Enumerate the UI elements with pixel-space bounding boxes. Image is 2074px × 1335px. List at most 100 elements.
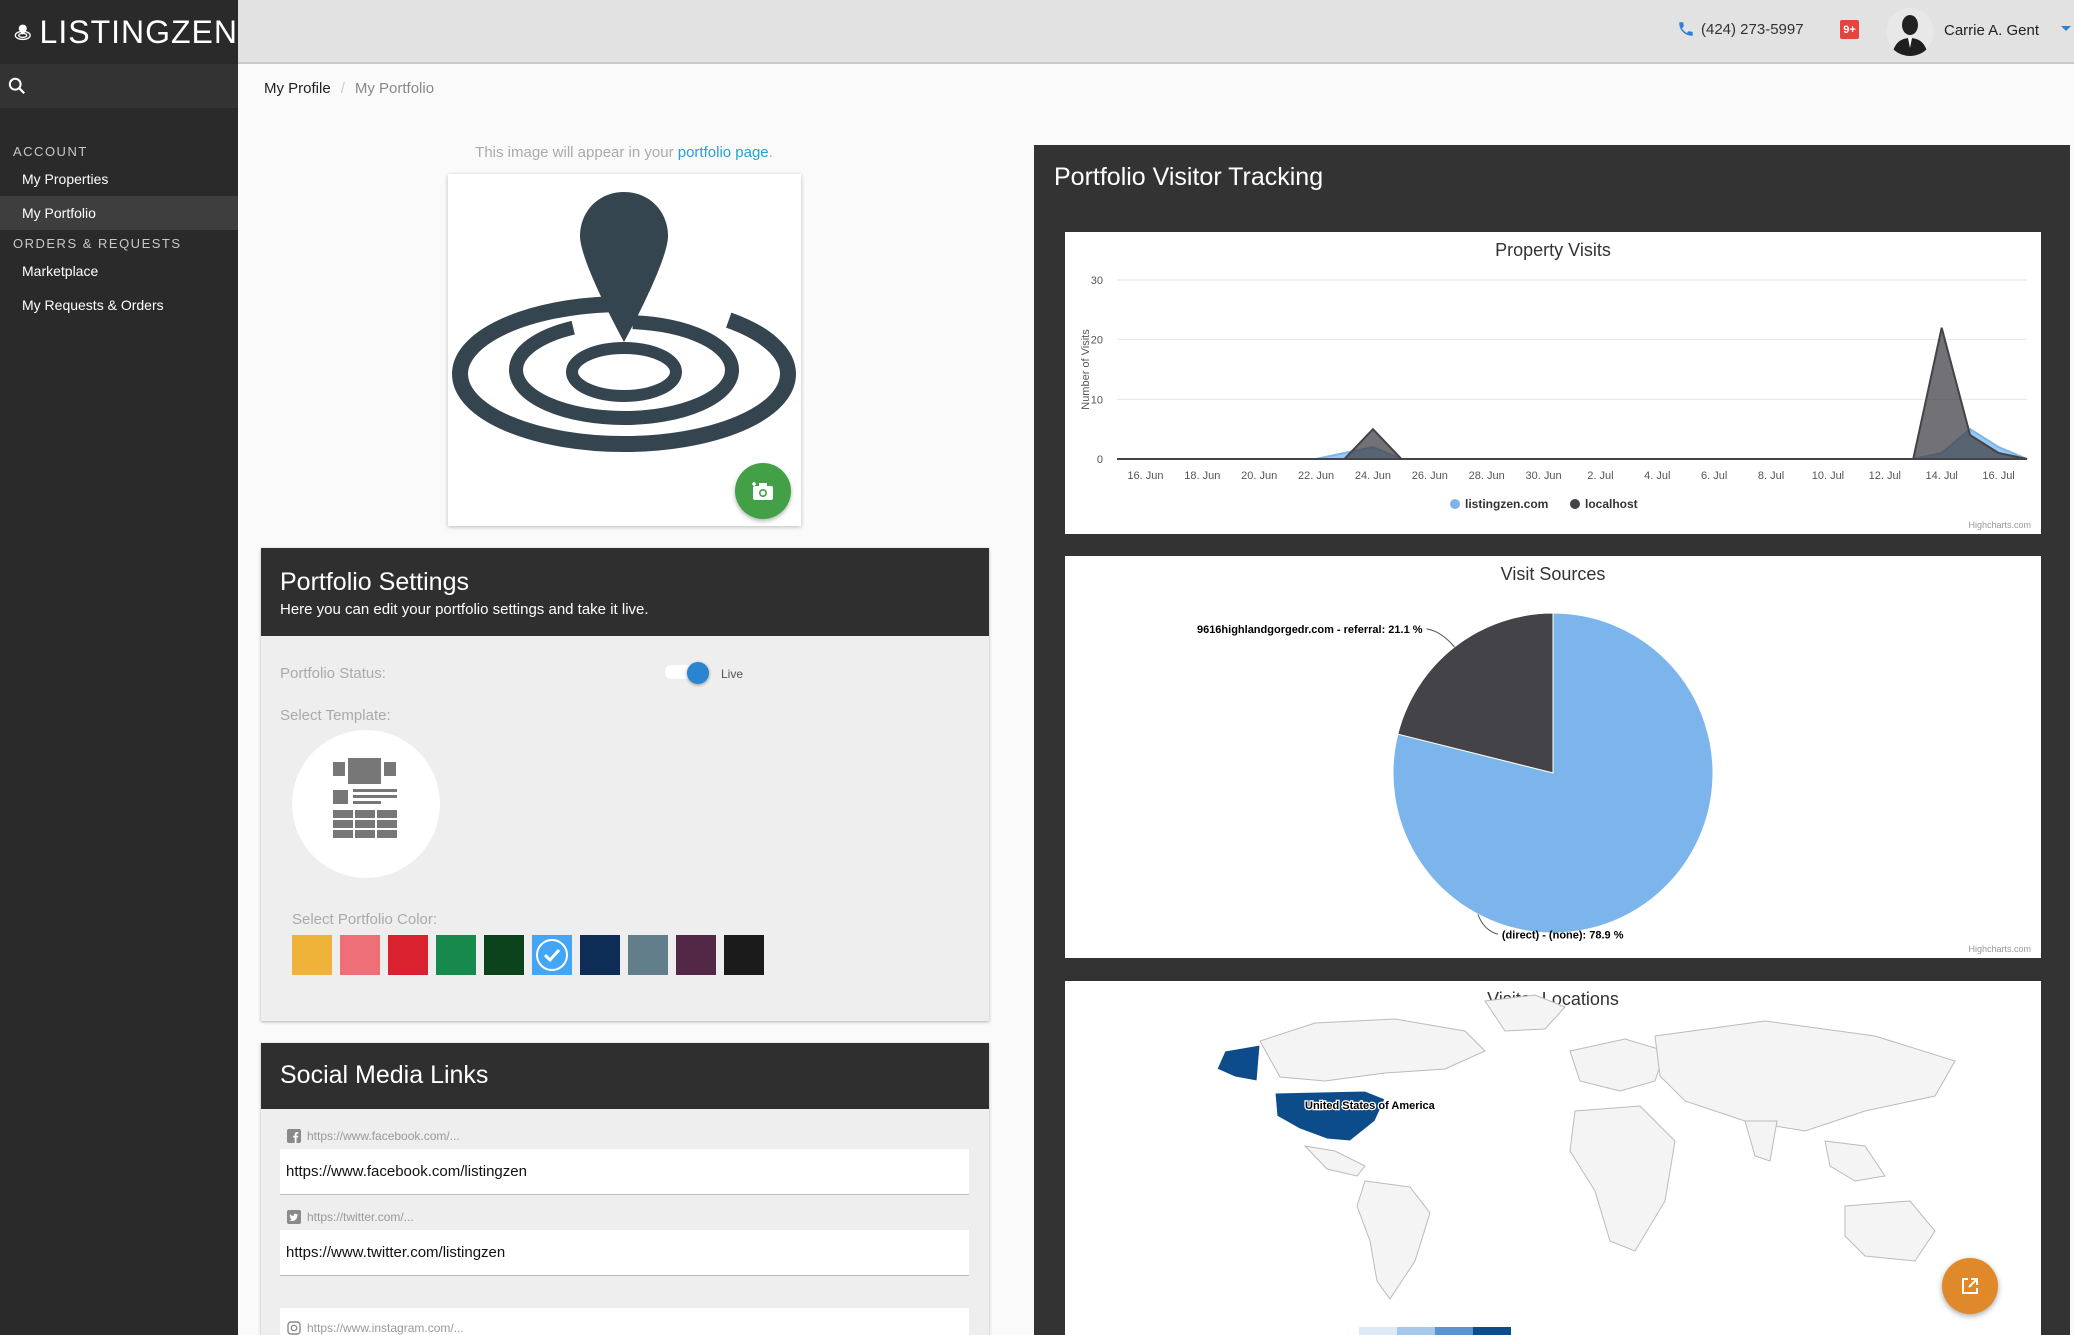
portfolio-settings-header: Portfolio Settings Here you can edit you…: [261, 548, 989, 636]
logo-text: LISTINGZEN: [39, 13, 238, 50]
change-photo-button[interactable]: [735, 463, 791, 519]
color-swatch[interactable]: [484, 935, 524, 975]
portfolio-image: [448, 174, 801, 526]
sidebar-item-my-requests-orders[interactable]: My Requests & Orders: [22, 297, 164, 313]
x-tick-label: 30. Jun: [1526, 470, 1562, 482]
portfolio-image-note: This image will appear in your portfolio…: [261, 144, 987, 161]
open-external-button[interactable]: [1942, 1258, 1998, 1314]
color-swatches: [292, 935, 764, 975]
pie-slice[interactable]: [1397, 612, 1554, 774]
x-tick-label: 22. Jun: [1298, 470, 1334, 482]
legend-label[interactable]: localhost: [1585, 497, 1638, 511]
sidebar-item-my-portfolio[interactable]: My Portfolio: [0, 196, 238, 230]
visit-sources-chart: Visit Sources 9616highlandgorgedr.com - …: [1065, 556, 2041, 958]
map-region-greenland: [1484, 994, 1566, 1032]
series-area[interactable]: [1117, 427, 2028, 460]
x-tick-label: 4. Jul: [1644, 470, 1670, 482]
color-swatch[interactable]: [340, 935, 380, 975]
portfolio-status-label: Portfolio Status:: [280, 665, 386, 682]
x-tick-label: 10. Jul: [1812, 470, 1844, 482]
pie-label: (direct) - (none): 78.9 %: [1502, 929, 1624, 941]
x-tick-label: 2. Jul: [1587, 470, 1613, 482]
facebook-placeholder: https://www.facebook.com/...: [307, 1129, 460, 1143]
property-visits-title: Property Visits: [1495, 240, 1611, 260]
color-swatch[interactable]: [436, 935, 476, 975]
visit-sources-svg: 9616highlandgorgedr.com - referral: 21.1…: [1197, 612, 1714, 941]
breadcrumb-separator: /: [340, 80, 345, 97]
instagram-hint: https://www.instagram.com/...: [287, 1321, 464, 1335]
portfolio-status-value: Live: [721, 667, 744, 681]
x-tick-label: 14. Jul: [1925, 470, 1957, 482]
world-map-svg: United States of America: [1216, 994, 1956, 1335]
map-region-canada: [1259, 1018, 1486, 1082]
x-tick-label: 18. Jun: [1184, 470, 1220, 482]
x-tick-label: 16. Jun: [1127, 470, 1163, 482]
sidebar-item-marketplace[interactable]: Marketplace: [22, 263, 99, 279]
y-tick-label: 10: [1091, 394, 1103, 406]
phone-icon: [1679, 22, 1693, 36]
listingzen-brand-mark-icon: [452, 192, 796, 452]
legend-marker[interactable]: [1570, 499, 1580, 509]
map-region-india: [1744, 1120, 1778, 1162]
visit-sources-title: Visit Sources: [1500, 564, 1606, 584]
portfolio-page-link[interactable]: portfolio page: [677, 144, 769, 161]
instagram-placeholder: https://www.instagram.com/...: [307, 1321, 464, 1335]
map-region-alaska: [1216, 1044, 1261, 1082]
map-region-europe: [1569, 1038, 1666, 1092]
avatar[interactable]: [1886, 8, 1934, 56]
twitter-placeholder: https://twitter.com/...: [307, 1210, 414, 1224]
highcharts-credit-pie[interactable]: Highcharts.com: [1968, 944, 2031, 954]
note-suffix: .: [768, 144, 773, 161]
toggle-knob: [687, 662, 709, 684]
logo[interactable]: LISTINGZEN: [0, 0, 238, 64]
map-region-africa: [1569, 1105, 1676, 1252]
breadcrumb-my-profile[interactable]: My Profile: [264, 80, 331, 97]
facebook-url-input[interactable]: [280, 1149, 969, 1195]
pie-slice[interactable]: [1392, 612, 1714, 934]
x-tick-label: 8. Jul: [1758, 470, 1784, 482]
sidebar-item-my-properties[interactable]: My Properties: [22, 171, 109, 187]
highcharts-credit[interactable]: Highcharts.com: [1968, 520, 2031, 530]
legend-label[interactable]: listingzen.com: [1465, 497, 1548, 511]
notification-badge[interactable]: 9+: [1840, 20, 1859, 39]
legend-marker[interactable]: [1450, 499, 1460, 509]
template-option[interactable]: [292, 730, 440, 878]
portfolio-status-toggle[interactable]: [665, 662, 709, 684]
instagram-field-box[interactable]: [280, 1308, 969, 1335]
external-link-icon: [1962, 1278, 1978, 1294]
check-icon: [536, 939, 568, 971]
color-swatch[interactable]: [532, 935, 572, 975]
pie-label-connector: [1426, 628, 1455, 648]
y-tick-label: 20: [1091, 335, 1103, 347]
select-template-label: Select Template:: [280, 707, 391, 724]
visitor-locations-map: Visitor Locations United States of Ameri…: [1065, 981, 2041, 1335]
facebook-icon: [287, 1129, 301, 1143]
portfolio-settings-subtitle: Here you can edit your portfolio setting…: [280, 601, 649, 618]
sidebar-heading-orders: ORDERS & REQUESTS: [13, 236, 182, 251]
user-avatar-icon: [1886, 8, 1934, 56]
note-prefix: This image will appear in your: [475, 144, 674, 161]
twitter-hint: https://twitter.com/...: [287, 1210, 414, 1224]
color-swatch[interactable]: [724, 935, 764, 975]
twitter-url-input[interactable]: [280, 1230, 969, 1276]
x-tick-label: 24. Jun: [1355, 470, 1391, 482]
y-axis-label: Number of Visits: [1080, 329, 1092, 410]
camera-icon: [752, 482, 773, 500]
x-tick-label: 20. Jun: [1241, 470, 1277, 482]
x-tick-label: 6. Jul: [1701, 470, 1727, 482]
topbar: (424) 273-5997 9+ Carrie A. Gent: [238, 0, 2074, 64]
user-name[interactable]: Carrie A. Gent: [1944, 22, 2040, 39]
phone-link[interactable]: (424) 273-5997: [1677, 20, 1804, 38]
map-color-legend: [1359, 1327, 1511, 1335]
sidebar-search[interactable]: [0, 64, 238, 108]
chevron-down-icon[interactable]: [2060, 22, 2072, 34]
series-area[interactable]: [1117, 327, 2028, 460]
search-icon[interactable]: [8, 77, 26, 95]
color-swatch[interactable]: [292, 935, 332, 975]
color-swatch[interactable]: [580, 935, 620, 975]
x-tick-label: 16. Jul: [1982, 470, 2014, 482]
color-swatch[interactable]: [628, 935, 668, 975]
color-swatch[interactable]: [676, 935, 716, 975]
map-region-central-america: [1303, 1145, 1366, 1177]
color-swatch[interactable]: [388, 935, 428, 975]
